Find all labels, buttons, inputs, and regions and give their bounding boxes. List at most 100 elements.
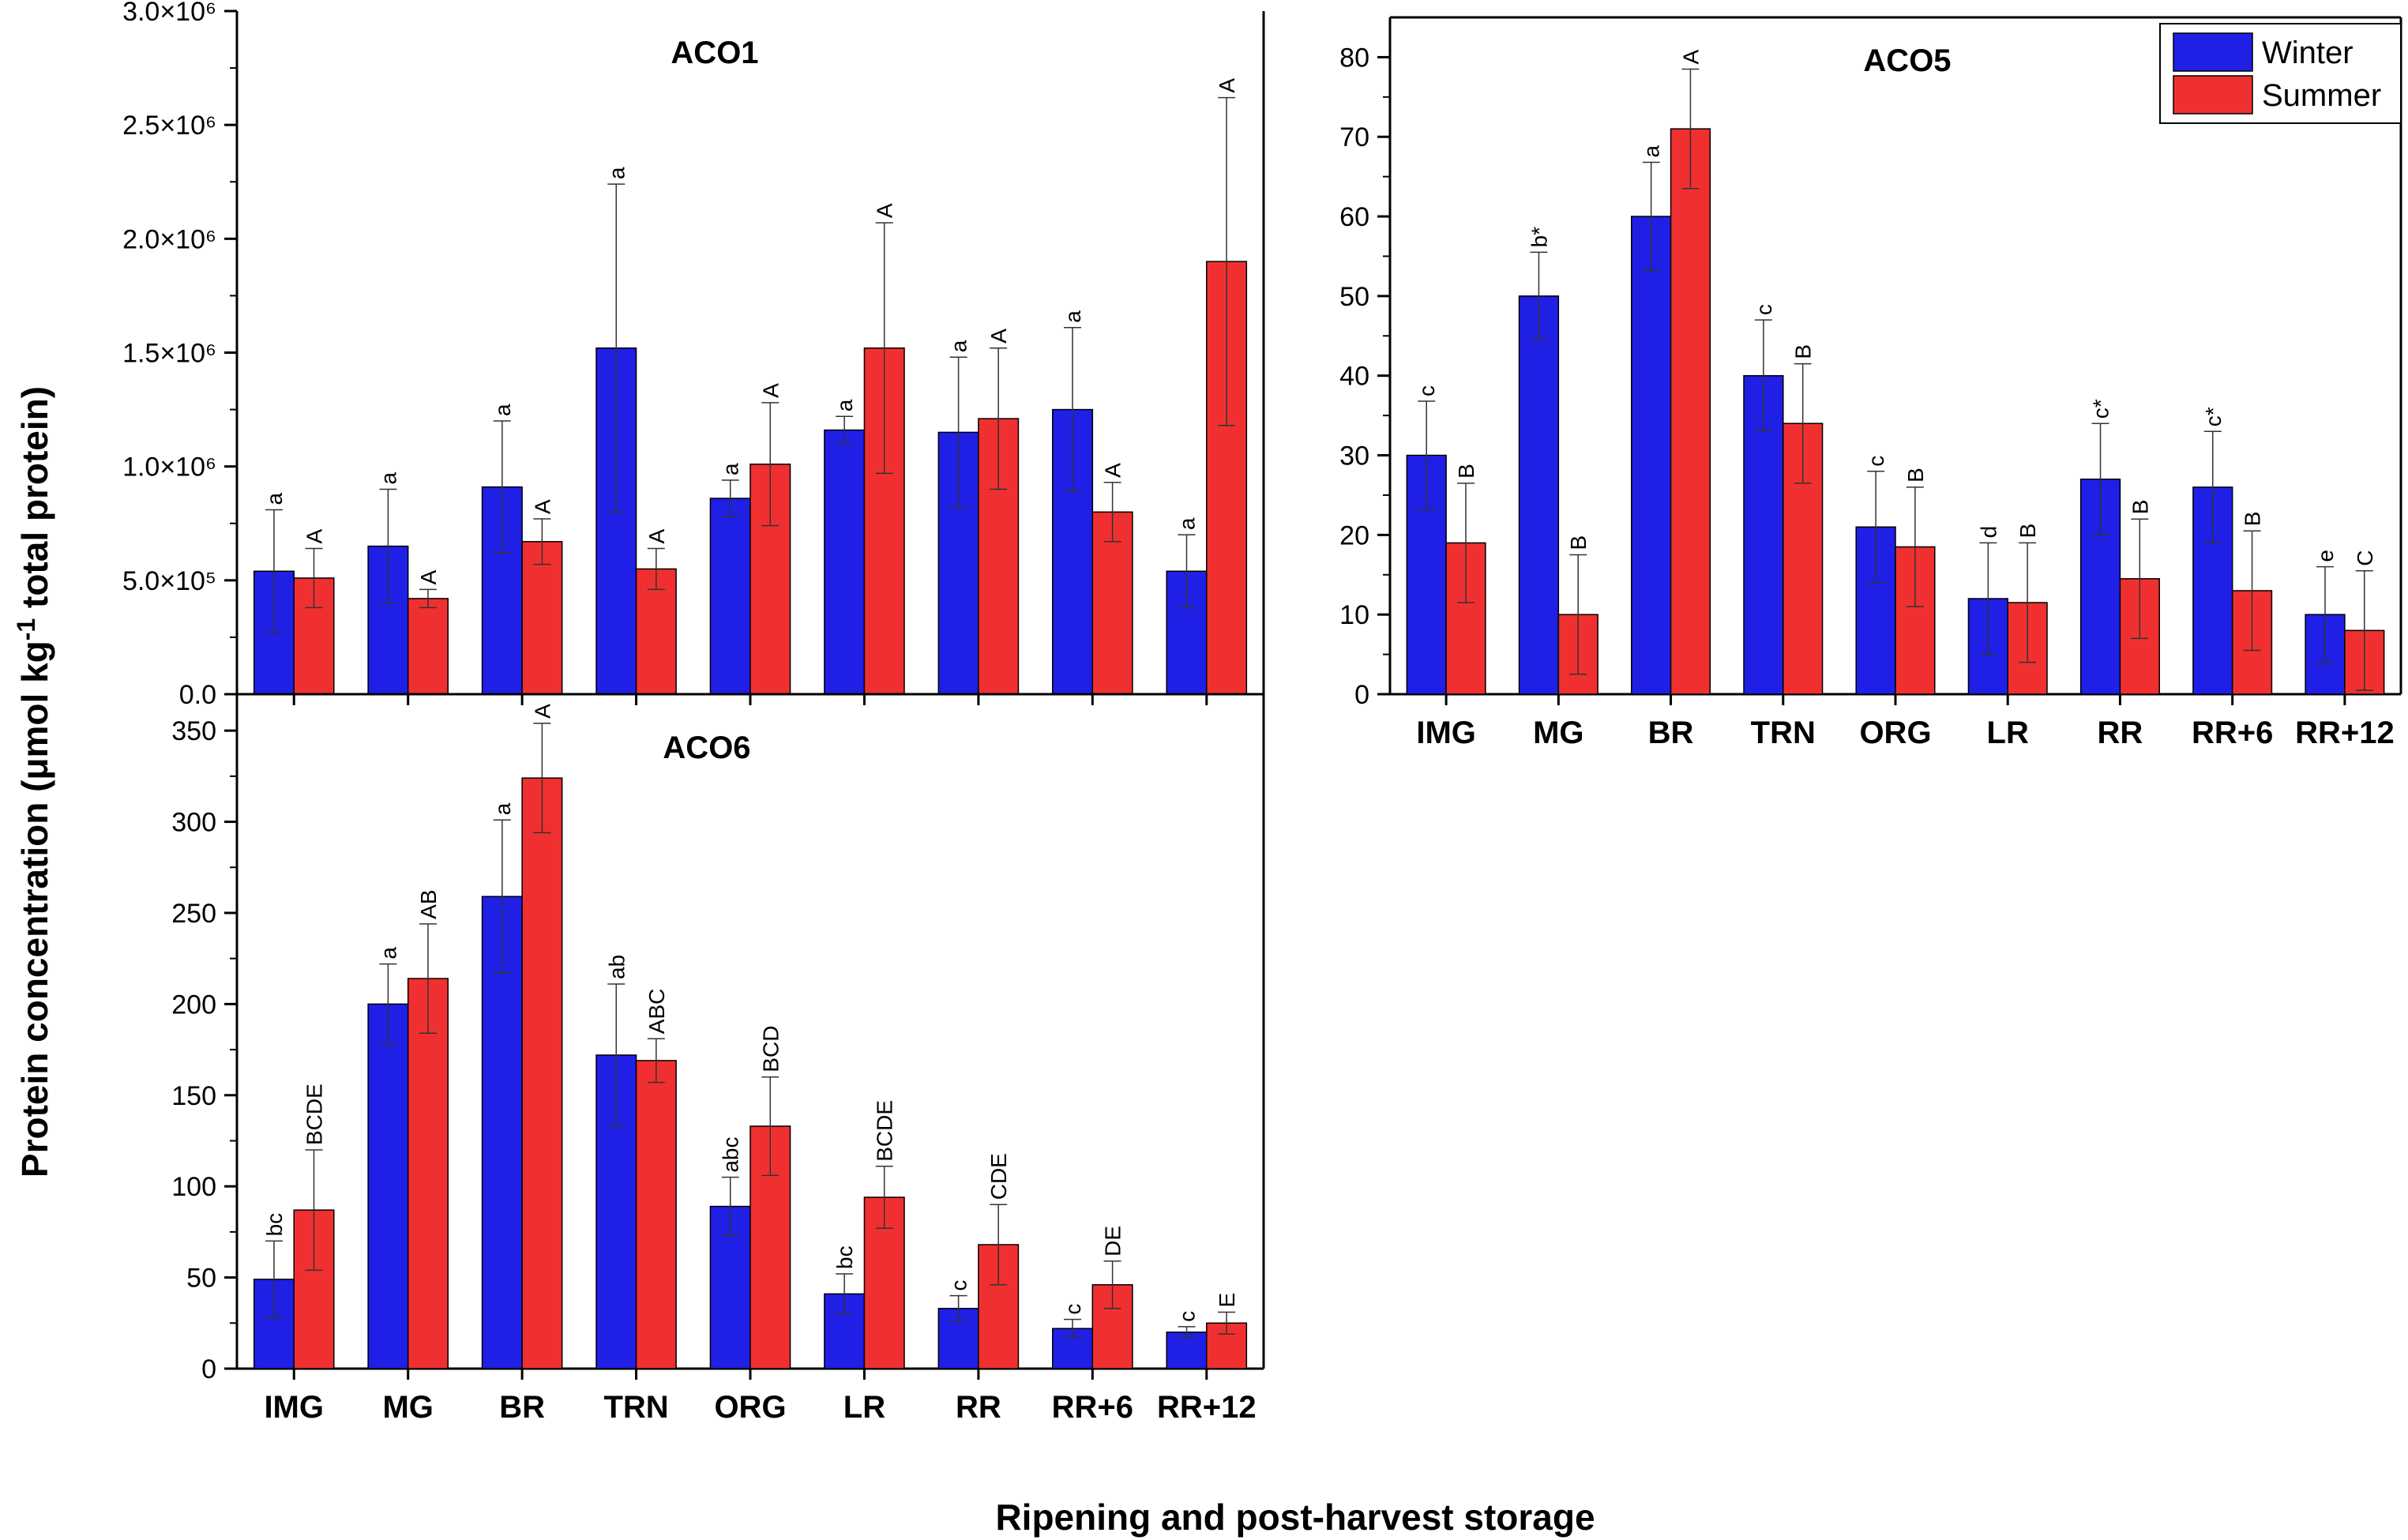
significance-letter: a: [262, 492, 287, 505]
panel-aco6: 0 50 100 150 200 250 300 350 ACO6 bc a a ab abc bc c c c B…: [171, 693, 1265, 1425]
panel-title: ACO6: [663, 731, 750, 765]
y-tick-label: 30: [1339, 441, 1369, 471]
y-tick-label: 80: [1339, 43, 1369, 73]
significance-letter: B: [2128, 500, 2152, 515]
significance-letter: abc: [719, 1136, 743, 1172]
y-axis-title-tail: total protein): [14, 386, 55, 618]
significance-letter: A: [1101, 463, 1125, 478]
bar-winter: [1518, 295, 1560, 695]
significance-letter: A: [530, 704, 554, 719]
significance-letter: A: [530, 499, 554, 514]
significance-letter: BCDE: [302, 1084, 327, 1145]
significance-letter: AB: [416, 889, 441, 918]
bar-summer: [635, 1060, 677, 1369]
y-tick-label: 2.5×10⁶: [122, 111, 216, 141]
significance-letter: DE: [1101, 1226, 1125, 1256]
y-tick-label: 0.0: [179, 680, 216, 710]
legend: Winter Summer: [2159, 23, 2402, 124]
significance-letter: c: [1864, 456, 1888, 467]
significance-letter: a: [1640, 145, 1664, 157]
category-label: MG: [382, 1390, 433, 1425]
significance-letter: c*: [2201, 407, 2226, 426]
y-tick-label: 150: [171, 1081, 216, 1111]
significance-letter: b*: [1527, 227, 1551, 248]
bar-summer: [1091, 511, 1133, 695]
bar-winter: [824, 429, 866, 695]
significance-letter: a: [1175, 517, 1200, 530]
bar-summer: [521, 541, 563, 695]
y-tick-label: 200: [171, 990, 216, 1020]
category-label: MG: [1533, 716, 1583, 750]
significance-letter: B: [1454, 464, 1478, 479]
significance-letter: A: [1215, 78, 1239, 93]
significance-letter: c: [1175, 1311, 1200, 1322]
category-label: LR: [843, 1390, 885, 1425]
y-tick-label: 3.0×10⁶: [122, 0, 216, 27]
category-label: TRN: [603, 1390, 668, 1425]
bar-winter: [367, 1003, 409, 1369]
y-tick-label: 1.5×10⁶: [122, 339, 216, 369]
significance-letter: A: [873, 203, 897, 218]
category-label: IMG: [1416, 716, 1476, 750]
bar-summer: [407, 978, 449, 1369]
x-axis-title: Ripening and post-harvest storage: [995, 1497, 1595, 1538]
category-label: BR: [499, 1390, 545, 1425]
significance-letter: c: [1414, 385, 1439, 396]
category-label: RR+12: [2295, 716, 2395, 750]
panel-aco5: 0 10 20 30 40 50 60 70 80 ACO5 c b* a c c d c* c* e B B A B B B B…: [1339, 16, 2402, 750]
significance-letter: A: [416, 569, 441, 584]
panel-title: ACO5: [1863, 43, 1951, 78]
bar-summer: [1670, 128, 1711, 695]
y-tick-label: 40: [1339, 362, 1369, 392]
significance-letter: bc: [832, 1245, 857, 1269]
category-label: RR: [956, 1390, 1001, 1425]
significance-letter: CDE: [986, 1153, 1011, 1200]
category-label: TRN: [1751, 716, 1816, 750]
bar-summer: [521, 777, 563, 1369]
y-tick-label: 250: [171, 899, 216, 929]
significance-letter: BCDE: [873, 1100, 897, 1162]
y-tick-label: 300: [171, 808, 216, 838]
significance-letter: C: [2353, 550, 2377, 565]
significance-letter: A: [644, 528, 669, 543]
y-axis-title-main: Protein concentration (μmol kg: [14, 640, 55, 1178]
significance-letter: a: [719, 463, 743, 475]
significance-letter: c: [947, 1280, 971, 1291]
bar-summer: [863, 1196, 905, 1369]
y-tick-label: 2.0×10⁶: [122, 224, 216, 254]
significance-letter: a: [490, 802, 515, 815]
significance-letter: c: [1061, 1304, 1085, 1315]
significance-letter: B: [2241, 512, 2265, 527]
panel-aco1: 0.0 5.0×10⁵ 1.0×10⁶ 1.5×10⁶ 2.0×10⁶ 2.5×10⁶ 3.…: [122, 0, 1265, 710]
significance-letter: B: [1791, 344, 1816, 359]
significance-letter: e: [2313, 550, 2338, 562]
y-tick-label: 50: [186, 1264, 216, 1294]
legend-swatch-winter: [2173, 32, 2253, 72]
legend-swatch-summer: [2173, 75, 2253, 115]
significance-letter: A: [302, 528, 327, 543]
y-tick-label: 50: [1339, 282, 1369, 312]
significance-letter: a: [1061, 310, 1085, 323]
y-tick-label: 60: [1339, 202, 1369, 232]
y-tick-label: 0: [201, 1354, 216, 1384]
category-label: BR: [1648, 716, 1694, 750]
category-label: RR+6: [1052, 1390, 1133, 1425]
significance-letter: a: [376, 947, 400, 960]
y-tick-label: 0: [1354, 680, 1369, 710]
significance-letter: a: [376, 472, 400, 485]
significance-letter: c*: [2089, 399, 2113, 419]
category-label: ORG: [714, 1390, 786, 1425]
y-tick-label: 1.0×10⁶: [122, 453, 216, 483]
significance-letter: B: [1903, 468, 1928, 483]
significance-letter: a: [947, 340, 971, 352]
category-label: ORG: [1859, 716, 1931, 750]
significance-letter: B: [1566, 535, 1591, 550]
y-tick-label: 350: [171, 716, 216, 746]
y-axis-title: Protein concentration (μmol kg-1 total p…: [12, 386, 55, 1178]
y-tick-label: 10: [1339, 600, 1369, 630]
category-label: RR: [2098, 716, 2143, 750]
panel-title: ACO1: [671, 36, 758, 70]
bar-winter: [1631, 216, 1672, 695]
legend-label-winter: Winter: [2262, 36, 2354, 70]
significance-letter: E: [1215, 1293, 1239, 1308]
